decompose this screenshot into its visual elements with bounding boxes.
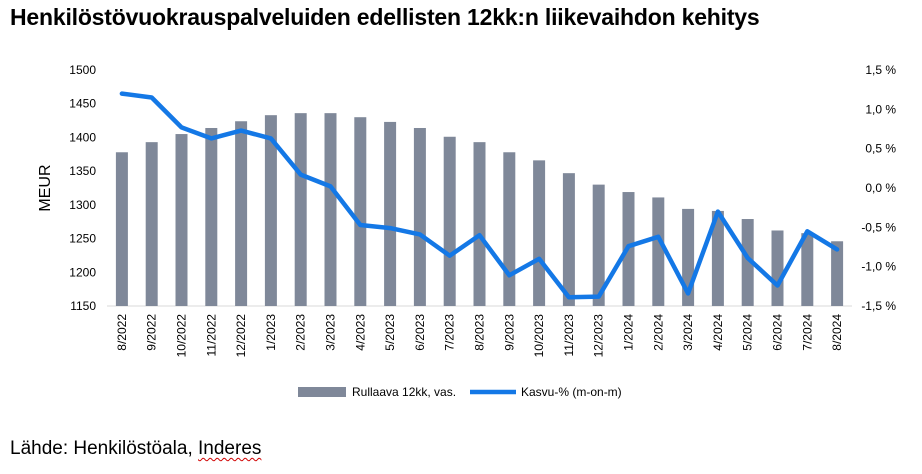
- y-right-tick-label: 0,5 %: [865, 142, 896, 156]
- y-right-tick-label: 1,0 %: [865, 102, 896, 116]
- bar: [741, 219, 754, 306]
- y-right-tick-label: 0,0 %: [865, 181, 896, 195]
- y-right-tick-label: -1,0 %: [861, 260, 896, 274]
- bar: [145, 142, 158, 306]
- y-right-tick-label: -0,5 %: [861, 220, 896, 234]
- bar-series: [115, 113, 844, 306]
- bar: [652, 197, 665, 306]
- bar: [413, 127, 426, 306]
- y-axis-label: MEUR: [37, 164, 54, 211]
- y-left-tick-label: 1500: [69, 63, 96, 77]
- source-prefix: Lähde: Henkilöstöala,: [10, 438, 199, 459]
- bar: [771, 230, 784, 306]
- x-tick-label: 3/2024: [681, 314, 695, 351]
- bar: [175, 134, 188, 306]
- bar: [205, 127, 218, 306]
- bar: [294, 113, 307, 306]
- x-tick-label: 2/2023: [294, 314, 308, 351]
- bar: [831, 241, 844, 306]
- y-right-tick-label: -1,5 %: [861, 299, 896, 313]
- x-tick-label: 11/2023: [562, 314, 576, 357]
- y-left-tick-label: 1450: [69, 97, 96, 111]
- bar: [115, 152, 128, 306]
- bar: [503, 152, 516, 306]
- growth-line: [119, 91, 840, 300]
- bar: [264, 115, 277, 306]
- x-tick-label: 3/2023: [324, 314, 338, 351]
- bar: [235, 121, 248, 306]
- x-tick-label: 5/2024: [741, 314, 755, 351]
- x-tick-label: 12/2023: [592, 314, 606, 358]
- x-tick-label: 9/2023: [502, 314, 516, 351]
- legend: Rullaava 12kk, vas. Kasvu-% (m-on-m): [298, 385, 622, 399]
- x-tick-label: 6/2023: [413, 314, 427, 351]
- x-tick-label: 5/2023: [383, 314, 397, 351]
- x-tick-label: 10/2023: [532, 314, 546, 358]
- x-axis: 8/2022 9/2022 10/2022 11/2022 12/2022 1/2023 2…: [115, 314, 844, 358]
- bar: [473, 142, 486, 306]
- left-axis: 1150 1200 1250 1300 1350 1400 1450 1500: [69, 63, 96, 313]
- y-left-tick-label: 1150: [70, 299, 96, 313]
- bar: [324, 113, 337, 306]
- x-tick-label: 6/2024: [771, 314, 785, 351]
- bar: [443, 136, 456, 306]
- x-tick-label: 4/2023: [353, 314, 367, 351]
- bar: [533, 160, 546, 306]
- y-left-tick-label: 1400: [69, 130, 96, 144]
- source-brand: Inderes: [198, 438, 262, 459]
- x-tick-label: 1/2023: [264, 314, 278, 351]
- x-tick-label: 12/2022: [234, 314, 248, 358]
- x-tick-label: 8/2024: [830, 314, 844, 351]
- x-tick-label: 9/2022: [145, 314, 159, 351]
- bar: [711, 210, 724, 306]
- bar: [384, 121, 397, 306]
- x-tick-label: 7/2023: [443, 314, 457, 351]
- x-tick-label: 8/2022: [115, 314, 129, 351]
- legend-line-label: Kasvu-% (m-on-m): [521, 385, 622, 399]
- y-left-tick-label: 1250: [69, 232, 96, 246]
- source-note: Lähde: Henkilöstöala, Inderes: [10, 438, 261, 460]
- x-tick-label: 7/2024: [800, 314, 814, 351]
- chart-title: Henkilöstövuokrauspalveluiden edellisten…: [10, 4, 760, 30]
- bar: [592, 184, 605, 306]
- x-tick-label: 11/2022: [204, 314, 218, 357]
- bar: [354, 117, 367, 306]
- right-axis: -1,5 % -1,0 % -0,5 % 0,0 % 0,5 % 1,0 % 1,5 %: [861, 63, 896, 313]
- x-tick-label: 4/2024: [711, 314, 725, 351]
- x-tick-label: 10/2022: [175, 314, 189, 358]
- bar: [562, 173, 575, 306]
- x-tick-label: 1/2024: [622, 314, 636, 351]
- y-left-tick-label: 1300: [69, 198, 96, 212]
- y-left-tick-label: 1350: [69, 164, 96, 178]
- legend-bar-swatch: [298, 387, 346, 397]
- x-tick-label: 2/2024: [651, 314, 665, 351]
- bar: [801, 233, 814, 306]
- x-tick-label: 8/2023: [473, 314, 487, 351]
- y-left-tick-label: 1200: [69, 265, 96, 279]
- legend-bar-label: Rullaava 12kk, vas.: [352, 385, 456, 399]
- y-right-tick-label: 1,5 %: [865, 63, 896, 77]
